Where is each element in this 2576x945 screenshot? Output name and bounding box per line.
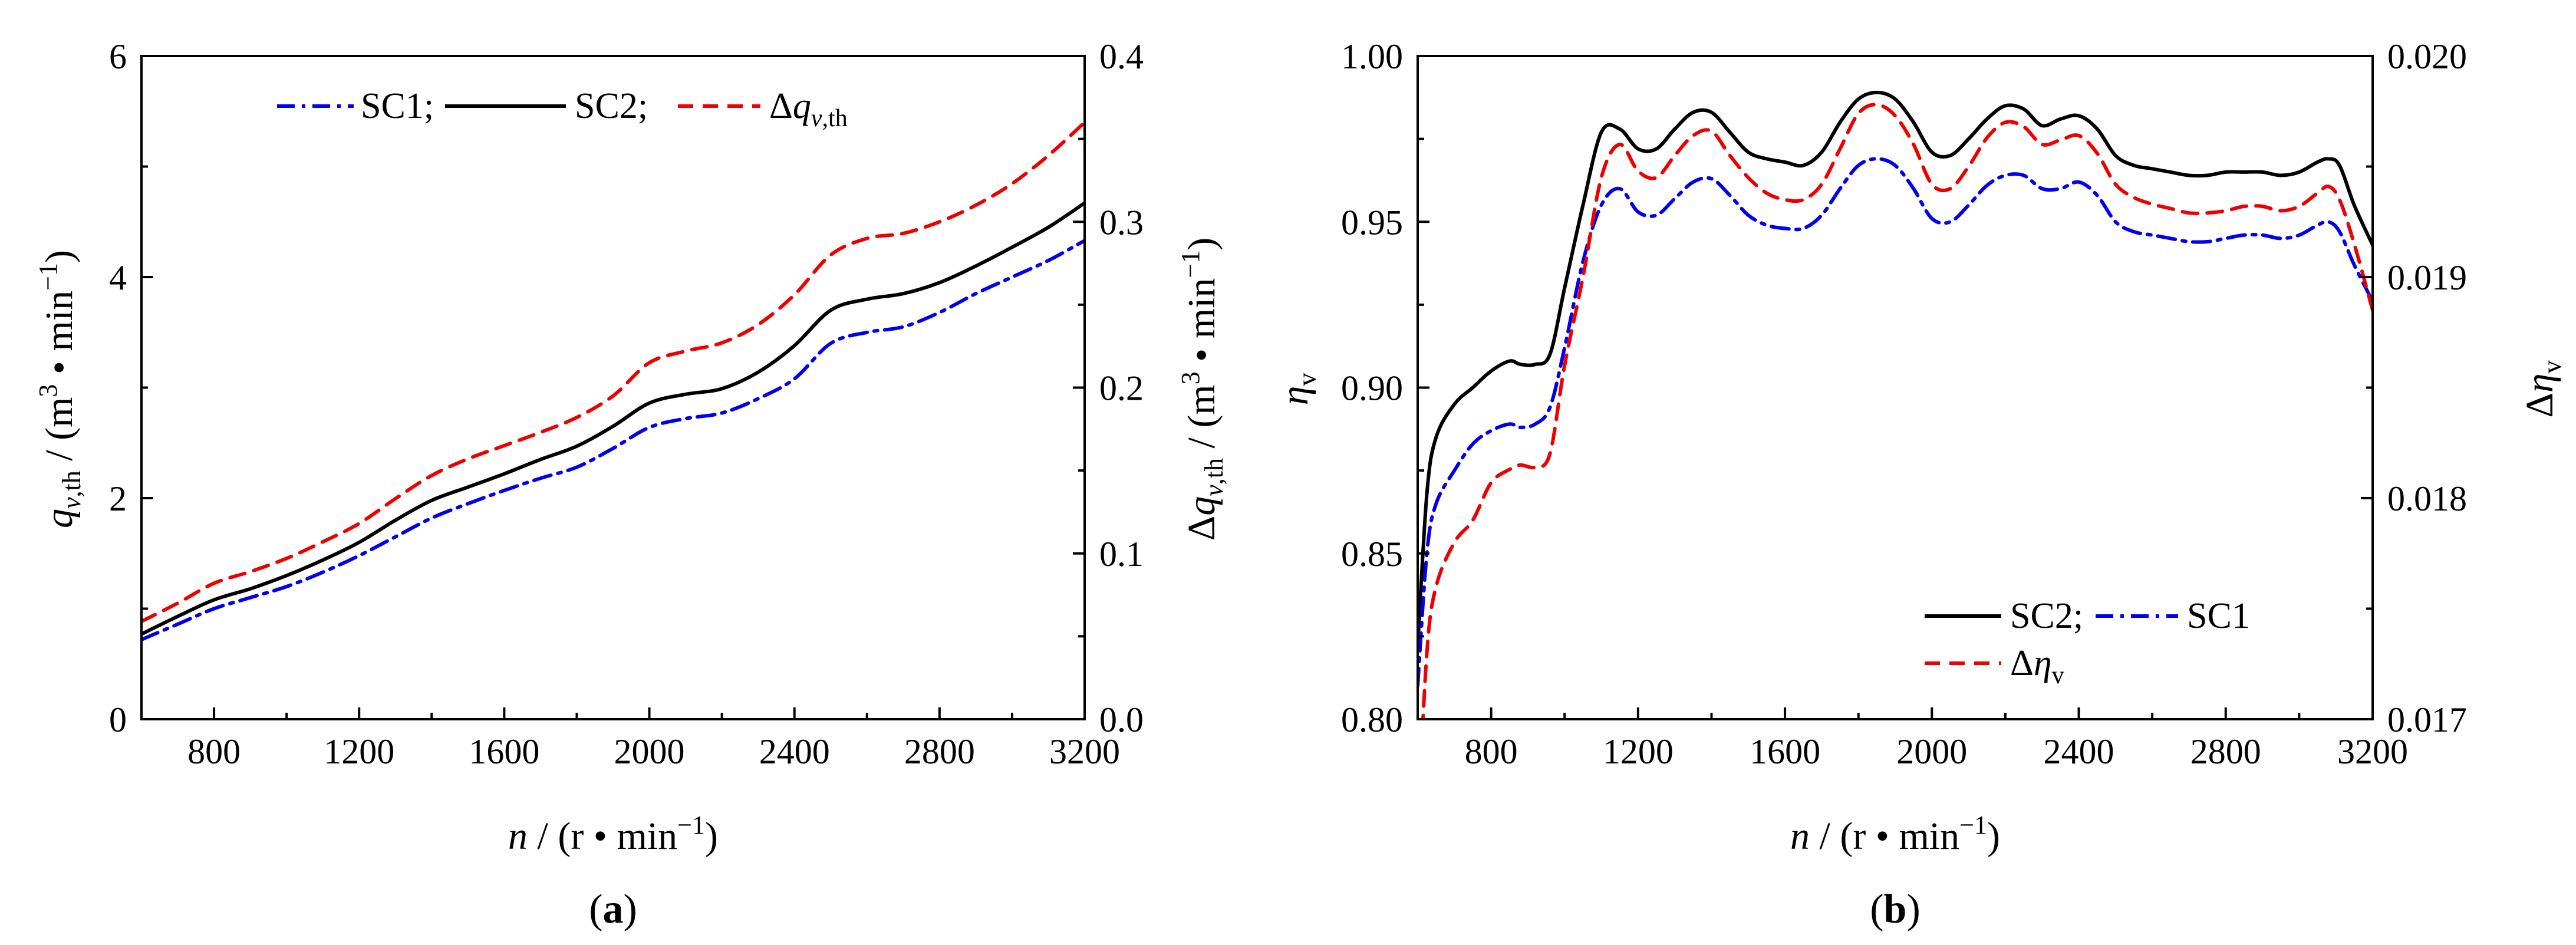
x-tick-label-b-6: 3200 xyxy=(2337,732,2408,771)
plot-a-ylabel-right: Δqv,th / (m3 • min−1) xyxy=(1176,238,1228,541)
series-a-0 xyxy=(141,239,1085,641)
plot-b-xlabel: n / (r • min−1) xyxy=(1790,811,2000,858)
x-tick-label-b-2: 1600 xyxy=(1750,732,1820,771)
legend-b-sc1-label: SC1 xyxy=(2187,596,2250,636)
x-tick-label-b-0: 800 xyxy=(1465,732,1518,771)
panel-b-label: (b) xyxy=(1870,887,1921,932)
yr-tick-label-b-2: 0.019 xyxy=(2387,258,2467,297)
yl-tick-label-b-3: 0.95 xyxy=(1341,203,1403,242)
x-tick-label-b-3: 2000 xyxy=(1896,732,1967,771)
series-b-2 xyxy=(1421,103,2373,719)
plot-b-curves xyxy=(1418,90,2373,719)
x-tick-label-a-5: 2800 xyxy=(904,732,975,771)
legend-b-deta-label: Δηv xyxy=(2010,643,2064,689)
plot-a-curves xyxy=(141,120,1085,641)
series-b-0 xyxy=(1418,90,2373,648)
yr-tick-label-a-3: 0.3 xyxy=(1099,203,1144,242)
yl-tick-label-b-4: 1.00 xyxy=(1341,37,1403,76)
x-tick-label-a-0: 800 xyxy=(187,732,241,771)
x-tick-label-a-1: 1200 xyxy=(324,732,394,771)
x-tick-label-a-2: 1600 xyxy=(469,732,539,771)
plot-b-ylabel-left: ηv xyxy=(1273,373,1322,406)
legend-dq-label: Δqv,th xyxy=(769,86,848,132)
panel-a-label: (a) xyxy=(589,887,637,932)
panel-a-letter: a xyxy=(603,887,624,932)
series-b-1 xyxy=(1418,157,2373,688)
x-tick-label-a-4: 2400 xyxy=(759,732,830,771)
plot-a-xlabel: n / (r • min−1) xyxy=(508,811,718,858)
plot-a-ticks: 800 1200 1600 2000 2400 2800 3200 0 2 4 6 0.0 0.1 0.2… xyxy=(109,37,1144,771)
panel-a: 800 1200 1600 2000 2400 2800 3200 0 2 4 6 0.0 0.1 0.2… xyxy=(34,37,1228,932)
panel-b-letter: b xyxy=(1884,887,1907,932)
x-tick-label-b-4: 2400 xyxy=(2044,732,2114,771)
yl-tick-label-a-1: 2 xyxy=(109,479,127,518)
yr-tick-label-a-2: 0.2 xyxy=(1099,369,1144,408)
yl-tick-label-b-2: 0.90 xyxy=(1341,369,1403,408)
plot-a-frame xyxy=(140,55,1086,720)
legend-sc2-label: SC2; xyxy=(575,86,648,126)
yl-tick-label-a-0: 0 xyxy=(109,700,127,739)
legend-sc1-label: SC1; xyxy=(361,86,434,126)
yl-tick-label-b-1: 0.85 xyxy=(1341,535,1403,574)
yl-tick-label-b-0: 0.80 xyxy=(1341,700,1403,739)
yr-tick-label-a-4: 0.4 xyxy=(1099,37,1144,76)
series-a-1 xyxy=(141,201,1085,636)
yl-tick-label-a-3: 6 xyxy=(109,37,127,76)
x-tick-label-b-1: 1200 xyxy=(1603,732,1674,771)
series-a-2 xyxy=(141,120,1085,624)
x-tick-label-a-6: 3200 xyxy=(1049,732,1120,771)
panel-b: 800 1200 1600 2000 2400 2800 3200 0.80 0.85 0.90 0… xyxy=(1273,37,2567,932)
plot-a-ylabel-left: qv,th / (m3 • min−1) xyxy=(34,250,86,528)
yl-tick-label-a-2: 4 xyxy=(109,258,127,297)
yr-tick-label-b-0: 0.017 xyxy=(2387,700,2467,739)
plot-a-legend: SC1; SC2; Δqv,th xyxy=(277,86,848,132)
yr-tick-label-b-1: 0.018 xyxy=(2387,479,2467,518)
x-tick-label-b-5: 2800 xyxy=(2190,732,2261,771)
plot-b-ylabel-right: Δηv xyxy=(2518,360,2567,417)
yr-tick-label-a-0: 0.0 xyxy=(1099,700,1144,739)
x-tick-label-a-3: 2000 xyxy=(614,732,685,771)
legend-b-sc2-label: SC2; xyxy=(2010,596,2083,636)
yr-tick-label-b-3: 0.020 xyxy=(2387,37,2467,76)
yr-tick-label-a-1: 0.1 xyxy=(1099,535,1144,574)
plot-b-ticks: 800 1200 1600 2000 2400 2800 3200 0.80 0.85 0.90 0… xyxy=(1341,37,2467,771)
plot-b-legend: SC2; SC1 Δηv xyxy=(1925,596,2250,689)
